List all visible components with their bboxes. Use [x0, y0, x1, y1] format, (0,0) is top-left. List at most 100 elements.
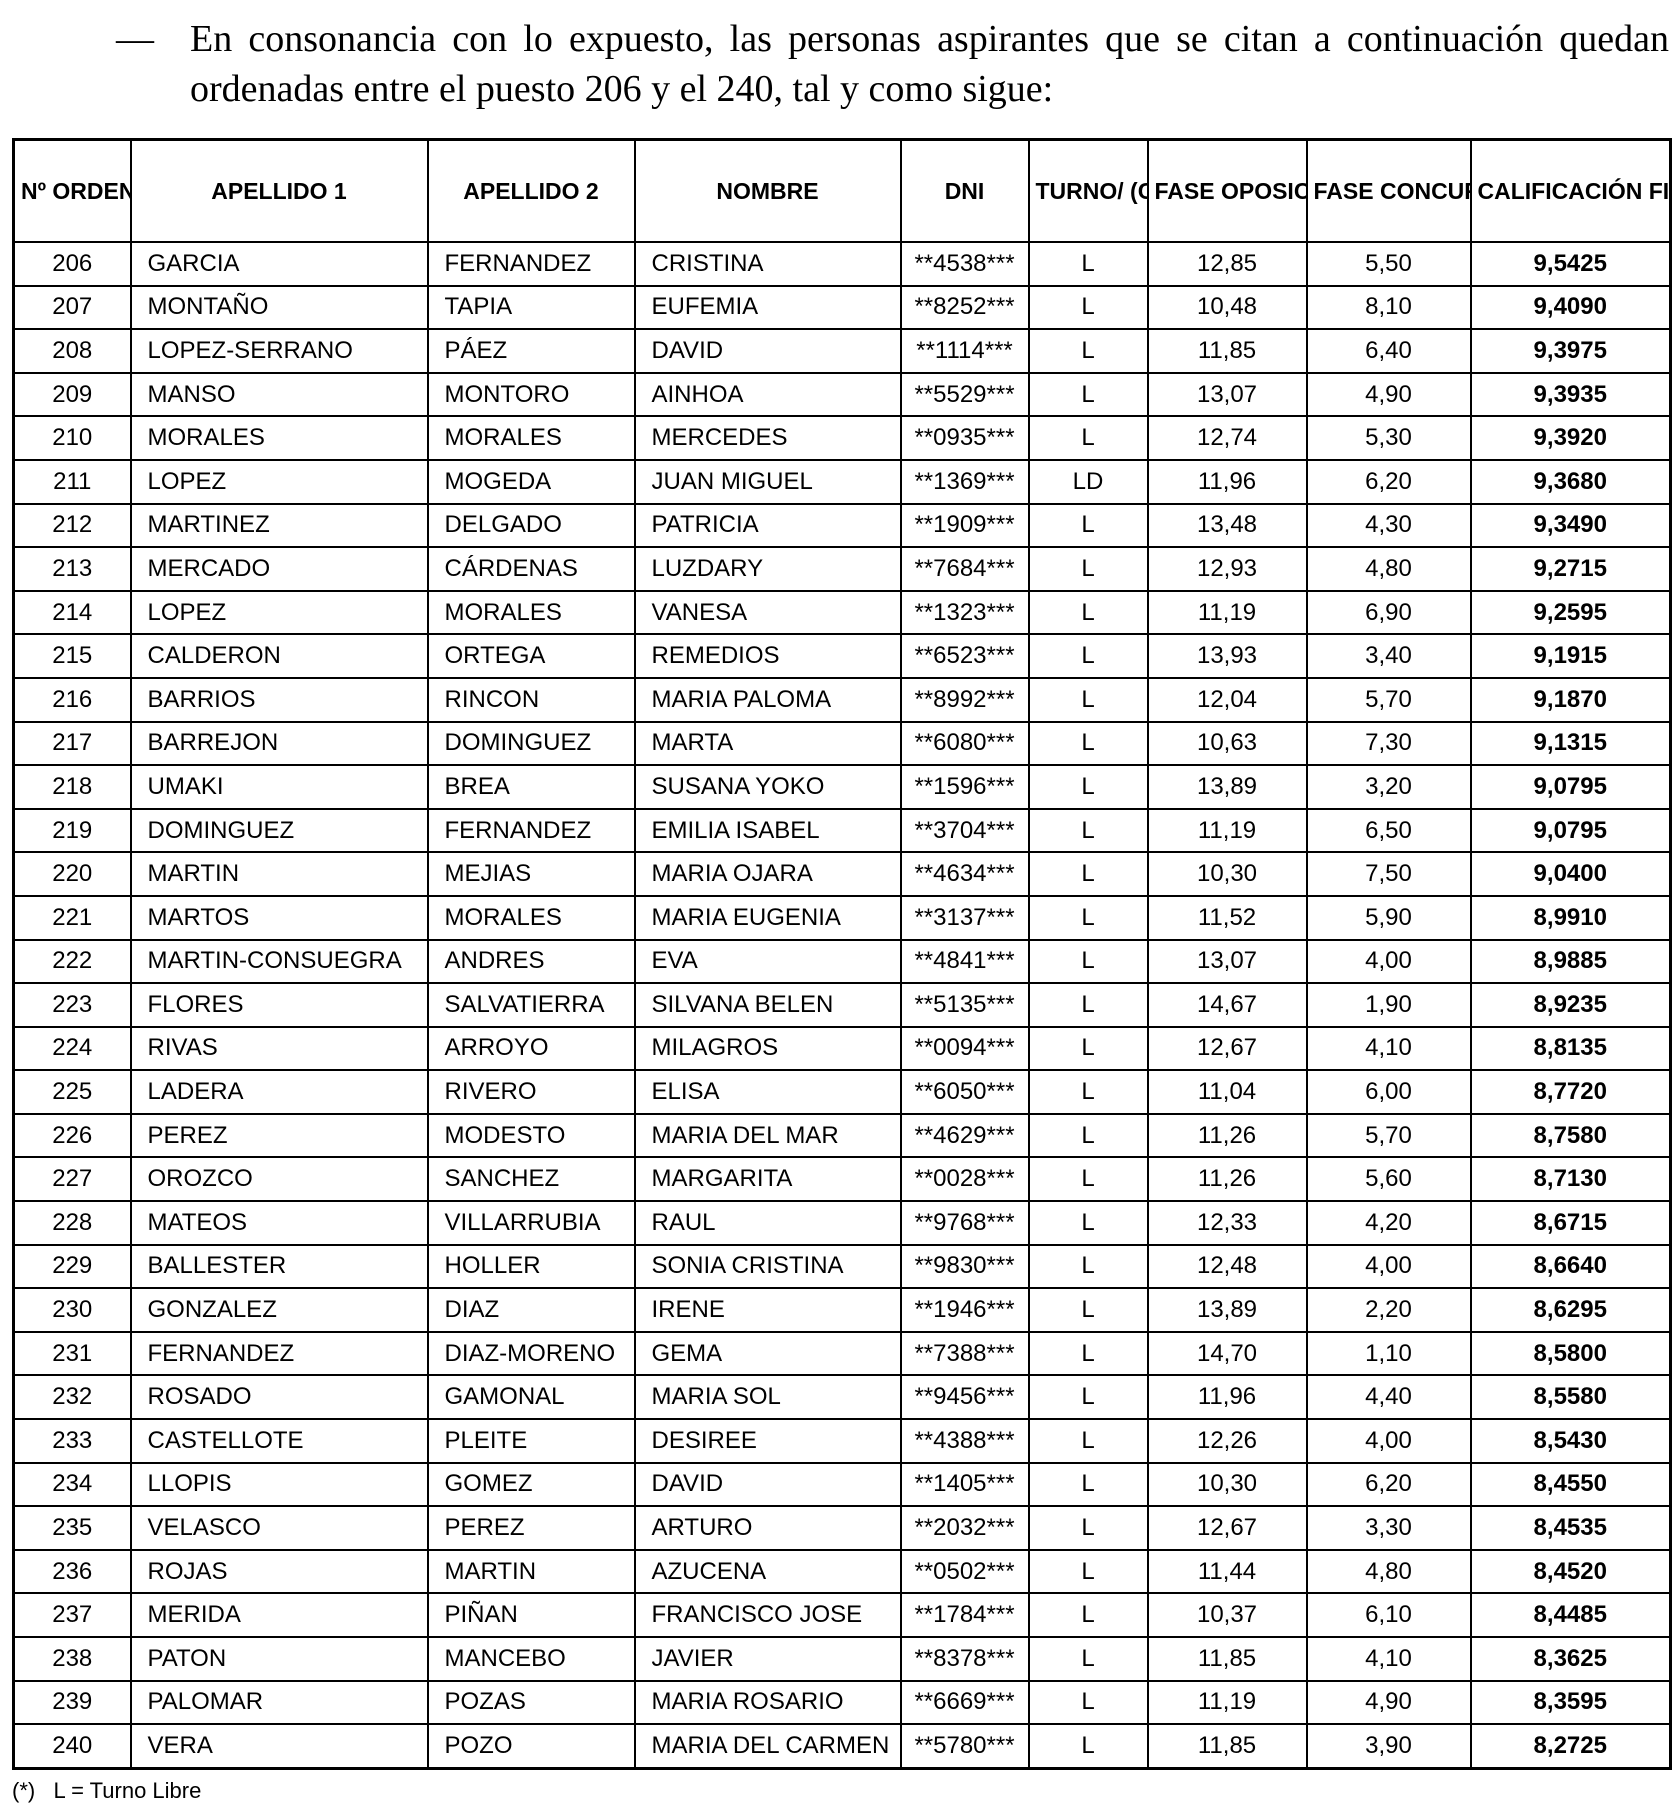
cell-col-fase-concurso: 4,10: [1305, 1636, 1472, 1682]
cell-col-apellido2: MEJIAS: [426, 851, 636, 897]
cell-col-nombre: ARTURO: [633, 1505, 902, 1551]
cell-col-orden: 219: [12, 807, 132, 854]
cell-col-calificacion-final: 9,3680: [1469, 458, 1672, 505]
cell-col-turno: L: [1027, 328, 1149, 374]
cell-col-orden: 217: [12, 720, 132, 767]
cell-col-fase-concurso: 4,00: [1305, 938, 1472, 985]
cell-col-turno: L: [1027, 589, 1149, 636]
cell-col-orden: 226: [12, 1112, 132, 1159]
cell-col-calificacion-final: 8,4520: [1469, 1548, 1672, 1595]
cell-col-apellido1: MARTINEZ: [129, 502, 429, 549]
cell-col-fase-concurso: 4,80: [1305, 546, 1472, 592]
cell-col-apellido2: POZAS: [426, 1679, 636, 1726]
cell-col-apellido2: PIÑAN: [426, 1592, 636, 1638]
table-row: 208 LOPEZ-SERRANO PÁEZ DAVID **1114*** L 11,85…: [12, 328, 1672, 374]
cell-col-orden: 236: [12, 1548, 132, 1595]
cell-col-nombre: MILAGROS: [633, 1025, 902, 1072]
table-row: 206 GARCIA FERNANDEZ CRISTINA **4538*** L 12,8…: [12, 241, 1672, 287]
cell-col-fase-oposicion: 12,85: [1146, 241, 1308, 287]
cell-col-turno: L: [1027, 1069, 1149, 1115]
cell-col-dni: **2032***: [899, 1505, 1030, 1551]
cell-col-turno: L: [1027, 764, 1149, 810]
cell-col-apellido1: LADERA: [129, 1069, 429, 1115]
cell-col-dni: **1369***: [899, 458, 1030, 505]
cell-col-orden: 206: [12, 241, 132, 287]
cell-col-orden: 227: [12, 1156, 132, 1203]
cell-col-nombre: VANESA: [633, 589, 902, 636]
cell-col-nombre: JUAN MIGUEL: [633, 458, 902, 505]
cell-col-fase-oposicion: 14,70: [1146, 1330, 1308, 1377]
cell-col-orden: 218: [12, 764, 132, 810]
cell-col-apellido1: MARTIN-CONSUEGRA: [129, 938, 429, 985]
cell-col-apellido2: HOLLER: [426, 1243, 636, 1290]
cell-col-orden: 223: [12, 982, 132, 1028]
cell-col-dni: **7388***: [899, 1330, 1030, 1377]
cell-col-apellido2: FERNANDEZ: [426, 807, 636, 854]
cell-col-calificacion-final: 8,7130: [1469, 1156, 1672, 1203]
cell-col-apellido2: RIVERO: [426, 1069, 636, 1115]
cell-col-calificacion-final: 8,5800: [1469, 1330, 1672, 1377]
cell-col-apellido1: LOPEZ: [129, 458, 429, 505]
cell-col-turno: L: [1027, 807, 1149, 854]
table-row: 234 LLOPIS GOMEZ DAVID **1405*** L 10,30 6,20 8,…: [12, 1461, 1672, 1508]
cell-col-calificacion-final: 8,6715: [1469, 1200, 1672, 1246]
cell-col-fase-concurso: 4,40: [1305, 1374, 1472, 1421]
cell-col-nombre: GEMA: [633, 1330, 902, 1377]
cell-col-fase-oposicion: 12,74: [1146, 415, 1308, 461]
table-row: 228 MATEOS VILLARRUBIA RAUL **9768*** L 12,33 4…: [12, 1200, 1672, 1246]
cell-col-apellido1: LOPEZ-SERRANO: [129, 328, 429, 374]
cell-col-calificacion-final: 9,2715: [1469, 546, 1672, 592]
cell-col-fase-oposicion: 12,26: [1146, 1418, 1308, 1464]
cell-col-turno: L: [1027, 502, 1149, 549]
cell-col-calificacion-final: 9,0400: [1469, 851, 1672, 897]
cell-col-fase-oposicion: 11,26: [1146, 1156, 1308, 1203]
intro-paragraph: — En consonancia con lo expuesto, las pe…: [116, 14, 1669, 114]
cell-col-dni: **0094***: [899, 1025, 1030, 1072]
cell-col-fase-oposicion: 13,07: [1146, 938, 1308, 985]
cell-col-orden: 213: [12, 546, 132, 592]
cell-col-fase-oposicion: 11,26: [1146, 1112, 1308, 1159]
cell-col-dni: **8378***: [899, 1636, 1030, 1682]
table-row: 213 MERCADO CÁRDENAS LUZDARY **7684*** L 12,93…: [12, 546, 1672, 592]
cell-col-fase-oposicion: 11,19: [1146, 589, 1308, 636]
cell-col-apellido1: MONTAÑO: [129, 284, 429, 331]
header-col-apellido2: APELLIDO 2: [426, 138, 636, 243]
cell-col-fase-concurso: 1,10: [1305, 1330, 1472, 1377]
cell-col-apellido2: MORALES: [426, 894, 636, 941]
cell-col-calificacion-final: 8,5580: [1469, 1374, 1672, 1421]
cell-col-turno: L: [1027, 851, 1149, 897]
cell-col-fase-concurso: 6,90: [1305, 589, 1472, 636]
cell-col-dni: **1784***: [899, 1592, 1030, 1638]
cell-col-dni: **1323***: [899, 589, 1030, 636]
cell-col-turno: L: [1027, 1592, 1149, 1638]
cell-col-fase-concurso: 4,00: [1305, 1418, 1472, 1464]
header-col-calificacion-final: CALIFICACIÓN FINAL (PONDERADA): [1469, 138, 1672, 243]
cell-col-orden: 237: [12, 1592, 132, 1638]
header-col-apellido1: APELLIDO 1: [129, 138, 429, 243]
cell-col-apellido2: PEREZ: [426, 1505, 636, 1551]
cell-col-dni: **1405***: [899, 1461, 1030, 1508]
cell-col-apellido2: DIAZ-MORENO: [426, 1330, 636, 1377]
cell-col-apellido1: LOPEZ: [129, 589, 429, 636]
cell-col-turno: L: [1027, 1112, 1149, 1159]
cell-col-turno: L: [1027, 1418, 1149, 1464]
cell-col-fase-concurso: 7,50: [1305, 851, 1472, 897]
cell-col-calificacion-final: 8,7580: [1469, 1112, 1672, 1159]
cell-col-dni: **5780***: [899, 1723, 1030, 1770]
cell-col-fase-concurso: 3,30: [1305, 1505, 1472, 1551]
cell-col-calificacion-final: 8,3595: [1469, 1679, 1672, 1726]
cell-col-calificacion-final: 9,1915: [1469, 633, 1672, 679]
cell-col-orden: 222: [12, 938, 132, 985]
cell-col-apellido1: DOMINGUEZ: [129, 807, 429, 854]
cell-col-apellido2: GAMONAL: [426, 1374, 636, 1421]
cell-col-turno: L: [1027, 415, 1149, 461]
cell-col-nombre: IRENE: [633, 1287, 902, 1333]
cell-col-fase-concurso: 3,90: [1305, 1723, 1472, 1770]
cell-col-orden: 228: [12, 1200, 132, 1246]
cell-col-fase-concurso: 6,50: [1305, 807, 1472, 854]
table-row: 227 OROZCO SANCHEZ MARGARITA **0028*** L 11,26…: [12, 1156, 1672, 1203]
table-row: 212 MARTINEZ DELGADO PATRICIA **1909*** L 13,4…: [12, 502, 1672, 549]
cell-col-turno: L: [1027, 241, 1149, 287]
cell-col-calificacion-final: 9,4090: [1469, 284, 1672, 331]
cell-col-apellido2: FERNANDEZ: [426, 241, 636, 287]
